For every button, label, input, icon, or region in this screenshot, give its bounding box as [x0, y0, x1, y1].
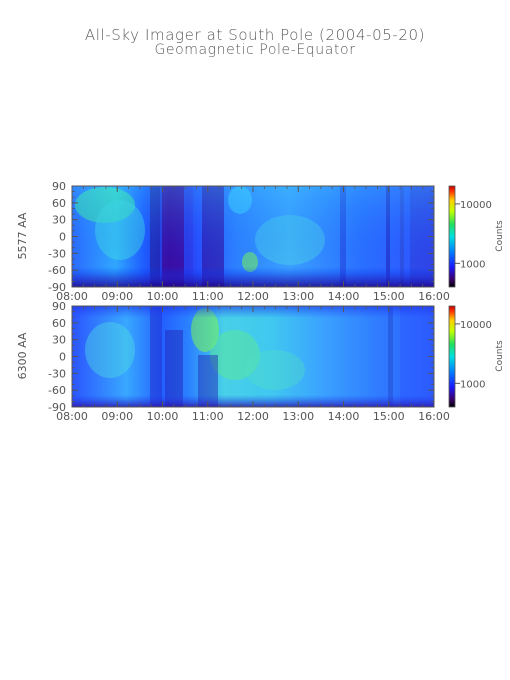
x-tick-label: 10:00 [147, 290, 179, 303]
y-axis-5577: 90 60 30 0 -30 -60 -90 [48, 180, 434, 294]
x-tick-label: 13:00 [282, 410, 314, 423]
colorbar-label-6300: Counts [495, 340, 505, 372]
x-axis-6300: 08:00 09:00 10:00 11:00 12:00 13:00 14:00 15:00… [56, 306, 450, 423]
x-tick-label: 09:00 [101, 290, 133, 303]
x-axis-5577: 08:00 09:00 10:00 11:00 12:00 13:00 14:00 15:00… [56, 186, 450, 303]
chart-title: All-Sky Imager at South Pole (2004-05-20… [84, 26, 426, 44]
y-tick-label: 60 [52, 197, 66, 210]
x-tick-label: 10:00 [147, 410, 179, 423]
y-tick-label: -90 [48, 281, 66, 294]
colorbar-tick-label: 1000 [460, 379, 485, 390]
y-tick-label: -60 [48, 264, 66, 277]
colorbar-ticks-5577: 10000 1000 [455, 200, 492, 270]
y-tick-label: 0 [59, 231, 66, 244]
y-axis-label-6300: 6300 AA [16, 332, 29, 379]
colorbar-label-5577: Counts [495, 220, 505, 252]
colorbar-5577 [448, 185, 456, 288]
x-tick-label: 15:00 [373, 410, 405, 423]
x-tick-label: 12:00 [237, 290, 269, 303]
colorbar-tick-label: 10000 [460, 320, 492, 331]
y-tick-label: -30 [48, 247, 66, 260]
x-tick-label: 14:00 [328, 410, 360, 423]
x-tick-label: 09:00 [101, 410, 133, 423]
x-tick-label: 15:00 [373, 290, 405, 303]
y-tick-label: 30 [52, 214, 66, 227]
y-tick-label: 90 [52, 180, 66, 193]
x-tick-label: 11:00 [192, 410, 224, 423]
colorbar-6300 [448, 305, 456, 408]
x-tick-label: 14:00 [328, 290, 360, 303]
y-tick-label: -30 [48, 367, 66, 380]
y-tick-label: 60 [52, 317, 66, 330]
x-tick-label: 12:00 [237, 410, 269, 423]
x-tick-label: 11:00 [192, 290, 224, 303]
x-tick-label: 08:00 [56, 290, 88, 303]
x-tick-label: 16:00 [418, 290, 450, 303]
x-tick-label: 13:00 [282, 290, 314, 303]
x-tick-label: 08:00 [56, 410, 88, 423]
colorbar-tick-label: 10000 [460, 200, 492, 211]
x-tick-label: 16:00 [418, 410, 450, 423]
panel-5577: 90 60 30 0 -30 -60 -90 08:00 09:00 10:00 11:00 12:… [16, 180, 505, 303]
y-tick-label: 0 [59, 351, 66, 364]
colorbar-ticks-6300: 10000 1000 [455, 320, 492, 390]
panel-6300: 90 60 30 0 -30 -60 -90 08:00 09:00 10:00 11:00 12:… [16, 300, 505, 423]
y-axis-label-5577: 5577 AA [16, 212, 29, 259]
y-axis-6300: 90 60 30 0 -30 -60 -90 [48, 300, 434, 414]
colorbar-tick-label: 1000 [460, 259, 485, 270]
y-tick-label: 90 [52, 300, 66, 313]
y-tick-label: -60 [48, 384, 66, 397]
y-tick-label: 30 [52, 334, 66, 347]
chart-subtitle: Geomagnetic Pole-Equator [154, 42, 356, 58]
y-tick-label: -90 [48, 401, 66, 414]
